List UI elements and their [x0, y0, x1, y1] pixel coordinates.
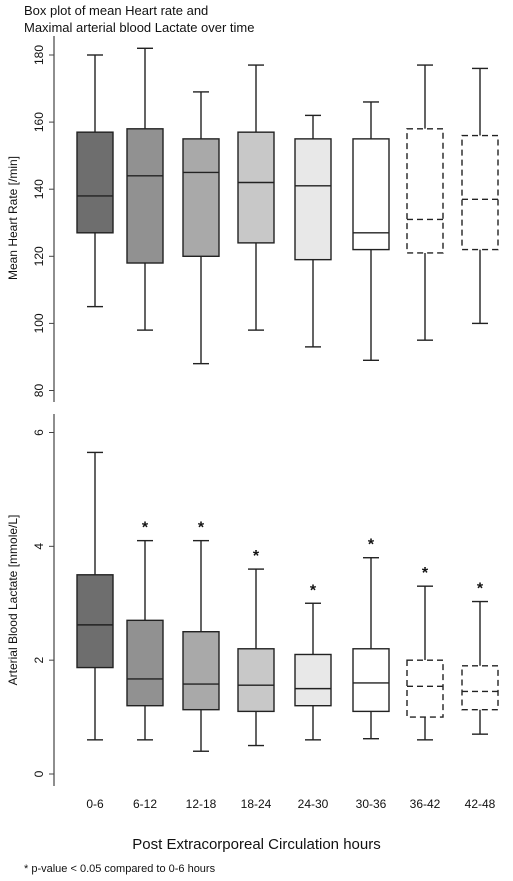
heart-rate-y-tick-label: 120 — [32, 246, 46, 266]
iqr-box — [406, 659, 444, 718]
iqr-box — [352, 648, 390, 713]
iqr-box — [406, 128, 444, 254]
lactate-box-18-24: * — [237, 548, 275, 747]
iqr-box — [461, 665, 499, 711]
x-category-labels: 0-6 6-12 12-18 18-24 24-30 30-36 36-42 42-48 — [86, 797, 495, 811]
x-category-18-24: 18-24 — [241, 797, 272, 811]
iqr-box — [352, 138, 390, 251]
chart-title-line1: Box plot of mean Heart rate and — [24, 3, 209, 18]
iqr-box — [126, 128, 164, 264]
heart-rate-y-tick-label: 180 — [32, 45, 46, 65]
heart-rate-box-18-24 — [237, 64, 275, 331]
x-category-0-6: 0-6 — [86, 797, 104, 811]
heart-rate-y-axis-title: Mean Heart Rate [/min] — [6, 156, 20, 280]
iqr-box — [76, 574, 114, 669]
heart-rate-y-tick-label: 100 — [32, 313, 46, 333]
iqr-box — [237, 131, 275, 244]
lactate-box-12-18: * — [182, 520, 220, 752]
lactate-y-tick-label: 4 — [32, 543, 46, 550]
chart-title: Box plot of mean Heart rate and Maximal … — [24, 2, 255, 36]
lactate-y-tick-label: 6 — [32, 429, 46, 436]
significance-asterisk: * — [253, 548, 260, 565]
x-category-6-12: 6-12 — [133, 797, 157, 811]
x-category-36-42: 36-42 — [410, 797, 441, 811]
heart-rate-box-0-6 — [76, 54, 114, 308]
lactate-box-30-36: * — [352, 537, 390, 740]
lactate-box-6-12: * — [126, 520, 164, 741]
heart-rate-box-42-48 — [461, 67, 499, 325]
iqr-box — [182, 138, 220, 258]
chart-title-line2: Maximal arterial blood Lactate over time — [24, 20, 255, 35]
footnote: * p-value < 0.05 compared to 0-6 hours — [24, 863, 216, 875]
significance-asterisk: * — [368, 537, 375, 554]
iqr-box — [461, 134, 499, 251]
heart-rate-panel: 80 100 120 140 160 180 Mean Heart Rate [/min] — [6, 36, 499, 402]
heart-rate-box-12-18 — [182, 91, 220, 365]
heart-rate-y-tick-label: 160 — [32, 112, 46, 132]
x-axis-title: Post Extracorporeal Circulation hours — [132, 836, 381, 853]
x-category-12-18: 12-18 — [186, 797, 217, 811]
heart-rate-box-6-12 — [126, 47, 164, 331]
heart-rate-box-24-30 — [294, 114, 332, 348]
heart-rate-box-36-42 — [406, 64, 444, 341]
heart-rate-box-30-36 — [352, 101, 390, 362]
iqr-box — [294, 653, 332, 707]
iqr-box — [76, 131, 114, 234]
iqr-box — [294, 138, 332, 261]
significance-asterisk: * — [198, 520, 205, 537]
lactate-y-tick-label: 0 — [32, 770, 46, 777]
iqr-box — [182, 631, 220, 711]
iqr-box — [237, 648, 275, 713]
lactate-box-36-42: * — [406, 565, 444, 741]
lactate-panel: 0 2 4 6 Arterial Blood Lactate [mmole/L] * * * *… — [6, 414, 499, 786]
lactate-y-tick-label: 2 — [32, 657, 46, 664]
lactate-box-42-48: * — [461, 581, 499, 735]
iqr-box — [126, 619, 164, 707]
lactate-y-axis-title: Arterial Blood Lactate [mmole/L] — [6, 515, 20, 686]
x-category-42-48: 42-48 — [465, 797, 496, 811]
x-category-24-30: 24-30 — [298, 797, 329, 811]
heart-rate-y-tick-label: 140 — [32, 179, 46, 199]
lactate-box-0-6 — [76, 451, 114, 741]
significance-asterisk: * — [422, 565, 429, 582]
lactate-box-24-30: * — [294, 582, 332, 741]
x-category-30-36: 30-36 — [356, 797, 387, 811]
significance-asterisk: * — [310, 582, 317, 599]
significance-asterisk: * — [477, 581, 484, 598]
heart-rate-y-tick-label: 80 — [32, 384, 46, 398]
significance-asterisk: * — [142, 520, 149, 537]
